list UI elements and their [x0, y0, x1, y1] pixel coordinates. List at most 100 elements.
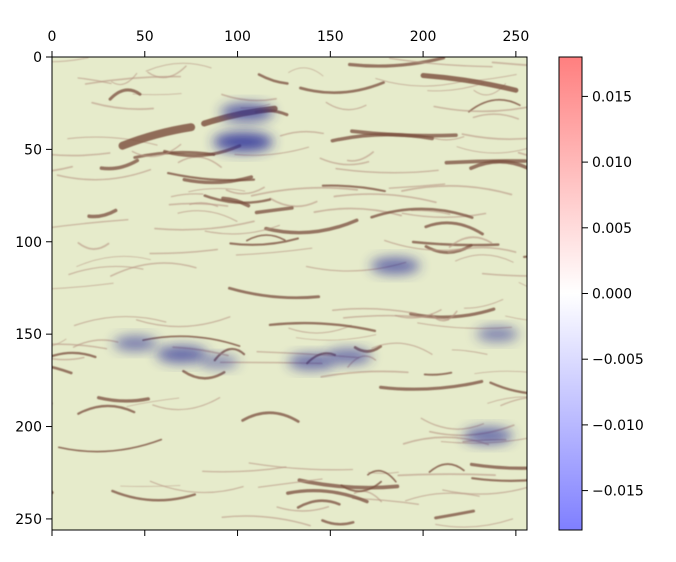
brush-stroke [257, 73, 289, 85]
brush-stroke [52, 165, 74, 172]
colorbar-tick-label: −0.005 [592, 352, 644, 368]
y-tick-label: 250 [15, 512, 42, 528]
brush-stroke [52, 57, 89, 63]
brush-stroke [448, 236, 493, 248]
brush-stroke [154, 220, 255, 231]
brush-stroke [411, 209, 451, 215]
brush-stroke [299, 81, 385, 95]
brush-stroke [248, 462, 354, 471]
brush-stroke [296, 499, 341, 509]
brush-stroke [202, 466, 287, 473]
brush-stroke [221, 93, 277, 102]
attribution-highlight [287, 353, 336, 370]
brush-stroke [77, 242, 110, 250]
brush-stroke [245, 234, 286, 242]
y-tick-label: 0 [33, 50, 42, 66]
brush-stroke [110, 262, 197, 277]
brush-stroke [254, 206, 294, 215]
brush-stroke [394, 309, 442, 319]
brush-stroke [257, 478, 323, 488]
brush-stroke [401, 212, 487, 218]
brush-stroke [76, 255, 151, 267]
brush-stroke [321, 519, 355, 526]
attribution-highlight [463, 427, 513, 445]
brush-stroke [295, 334, 377, 341]
brush-stroke [384, 239, 463, 251]
brush-stroke [189, 202, 219, 208]
brush-stroke [433, 105, 527, 113]
brush-stroke [444, 159, 527, 165]
brush-stroke [52, 490, 54, 495]
brush-stroke [68, 265, 144, 276]
brush-stroke [463, 298, 504, 309]
brush-stroke [471, 477, 527, 482]
attribution-highlights-layer [113, 103, 519, 445]
brush-stroke [313, 207, 402, 217]
colorbar-tick-label: 0.015 [592, 89, 632, 105]
brush-stroke [420, 417, 485, 430]
brush-stroke [87, 208, 118, 219]
brush-stroke [52, 365, 73, 375]
brush-stroke [111, 489, 197, 502]
brush-stroke [469, 159, 527, 171]
y-axis: 0 50 100 150 200 250 [15, 50, 52, 528]
brush-stroke [120, 485, 181, 487]
brush-stroke [371, 342, 433, 355]
brush-stroke [52, 402, 53, 405]
brush-stroke [204, 224, 280, 235]
brush-stroke [188, 188, 246, 193]
brush-stroke [411, 240, 500, 247]
brush-stroke [469, 462, 527, 470]
x-tick-label: 0 [48, 29, 57, 45]
brush-stroke [96, 396, 150, 403]
brush-stroke [203, 194, 272, 205]
brush-stroke [279, 130, 325, 137]
brush-stroke [442, 486, 527, 495]
brush-stroke [168, 202, 229, 207]
brush-stroke [447, 246, 517, 254]
attribution-highlight [213, 131, 274, 152]
brush-stroke [517, 151, 527, 157]
brush-stroke [170, 193, 204, 198]
brush-stroke [182, 369, 226, 380]
brush-stroke [505, 315, 527, 321]
brush-stroke [269, 197, 318, 208]
brush-stroke [435, 518, 514, 528]
brush-stroke [375, 77, 462, 87]
brush-stroke [145, 62, 212, 72]
brush-stroke [500, 397, 527, 407]
brush-stroke [474, 370, 527, 374]
brush-stroke [73, 315, 167, 327]
colorbar-tick-label: 0.000 [592, 287, 632, 303]
brush-stroke [325, 101, 367, 111]
brush-stroke [456, 146, 527, 154]
brush-stroke [430, 310, 458, 322]
brush-stroke [57, 438, 163, 453]
brush-stroke [84, 75, 182, 85]
brush-stroke [229, 237, 299, 246]
brush-stroke [133, 150, 216, 159]
colorbar: 0.015 0.010 0.005 0.000 −0.005 −0.010 −0.015 [558, 56, 644, 531]
brush-stroke [77, 77, 112, 85]
brush-stroke [432, 136, 465, 141]
brush-stroke [235, 247, 313, 256]
y-tick-label: 100 [15, 235, 42, 251]
brush-strokes-layer [52, 57, 527, 528]
attribution-highlight [370, 257, 420, 275]
brush-stroke [320, 370, 409, 378]
brush-stroke [297, 478, 400, 490]
attribution-highlight [199, 355, 239, 369]
y-tick-label: 50 [24, 142, 42, 158]
brush-stroke [491, 61, 527, 67]
y-tick-label: 200 [15, 420, 42, 436]
brush-stroke [353, 344, 383, 353]
colorbar-gradient [558, 56, 583, 531]
brush-stroke [52, 282, 114, 290]
brush-stroke [455, 254, 514, 263]
brush-stroke [250, 186, 359, 197]
brush-stroke [177, 156, 222, 168]
brush-stroke [288, 67, 324, 77]
brush-stroke [182, 175, 254, 185]
brush-stroke [52, 152, 111, 157]
brush-stroke [389, 57, 493, 68]
